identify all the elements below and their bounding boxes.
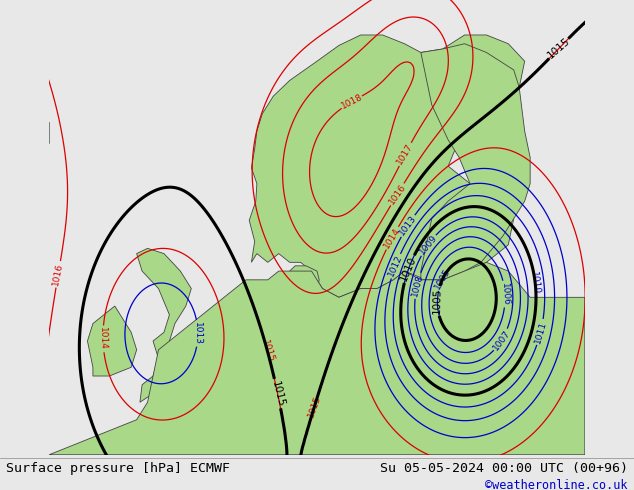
Text: 1005: 1005	[432, 288, 443, 314]
Polygon shape	[0, 114, 49, 172]
Text: 1018: 1018	[339, 93, 364, 111]
Text: 1017: 1017	[15, 278, 28, 302]
Text: 1015: 1015	[306, 394, 323, 418]
Polygon shape	[49, 262, 585, 455]
Text: 1014: 1014	[98, 327, 108, 350]
Polygon shape	[421, 44, 530, 280]
Text: 1015: 1015	[545, 36, 572, 61]
Text: 1016: 1016	[51, 262, 65, 287]
Text: 1017: 1017	[396, 142, 415, 167]
Text: 1013: 1013	[398, 214, 418, 238]
Text: 1015: 1015	[269, 380, 286, 408]
Text: 1006: 1006	[500, 282, 510, 306]
Text: 1005: 1005	[433, 267, 453, 291]
Text: 1009: 1009	[417, 233, 439, 257]
Text: 1007: 1007	[491, 328, 512, 352]
Text: 1012: 1012	[387, 254, 404, 278]
Polygon shape	[249, 35, 525, 297]
Text: 1015: 1015	[260, 339, 275, 364]
Polygon shape	[87, 306, 137, 376]
Polygon shape	[137, 248, 191, 402]
Polygon shape	[290, 266, 319, 297]
Text: 1014: 1014	[382, 226, 402, 250]
Text: 1008: 1008	[410, 273, 424, 298]
Text: Su 05-05-2024 00:00 UTC (00+96): Su 05-05-2024 00:00 UTC (00+96)	[380, 463, 628, 475]
Text: 1010: 1010	[399, 255, 418, 283]
Text: ©weatheronline.co.uk: ©weatheronline.co.uk	[485, 479, 628, 490]
Text: 1016: 1016	[387, 182, 408, 206]
Text: Surface pressure [hPa] ECMWF: Surface pressure [hPa] ECMWF	[6, 463, 230, 475]
Text: 1010: 1010	[529, 271, 541, 295]
Text: 1011: 1011	[533, 320, 548, 344]
Text: 1013: 1013	[193, 322, 202, 345]
